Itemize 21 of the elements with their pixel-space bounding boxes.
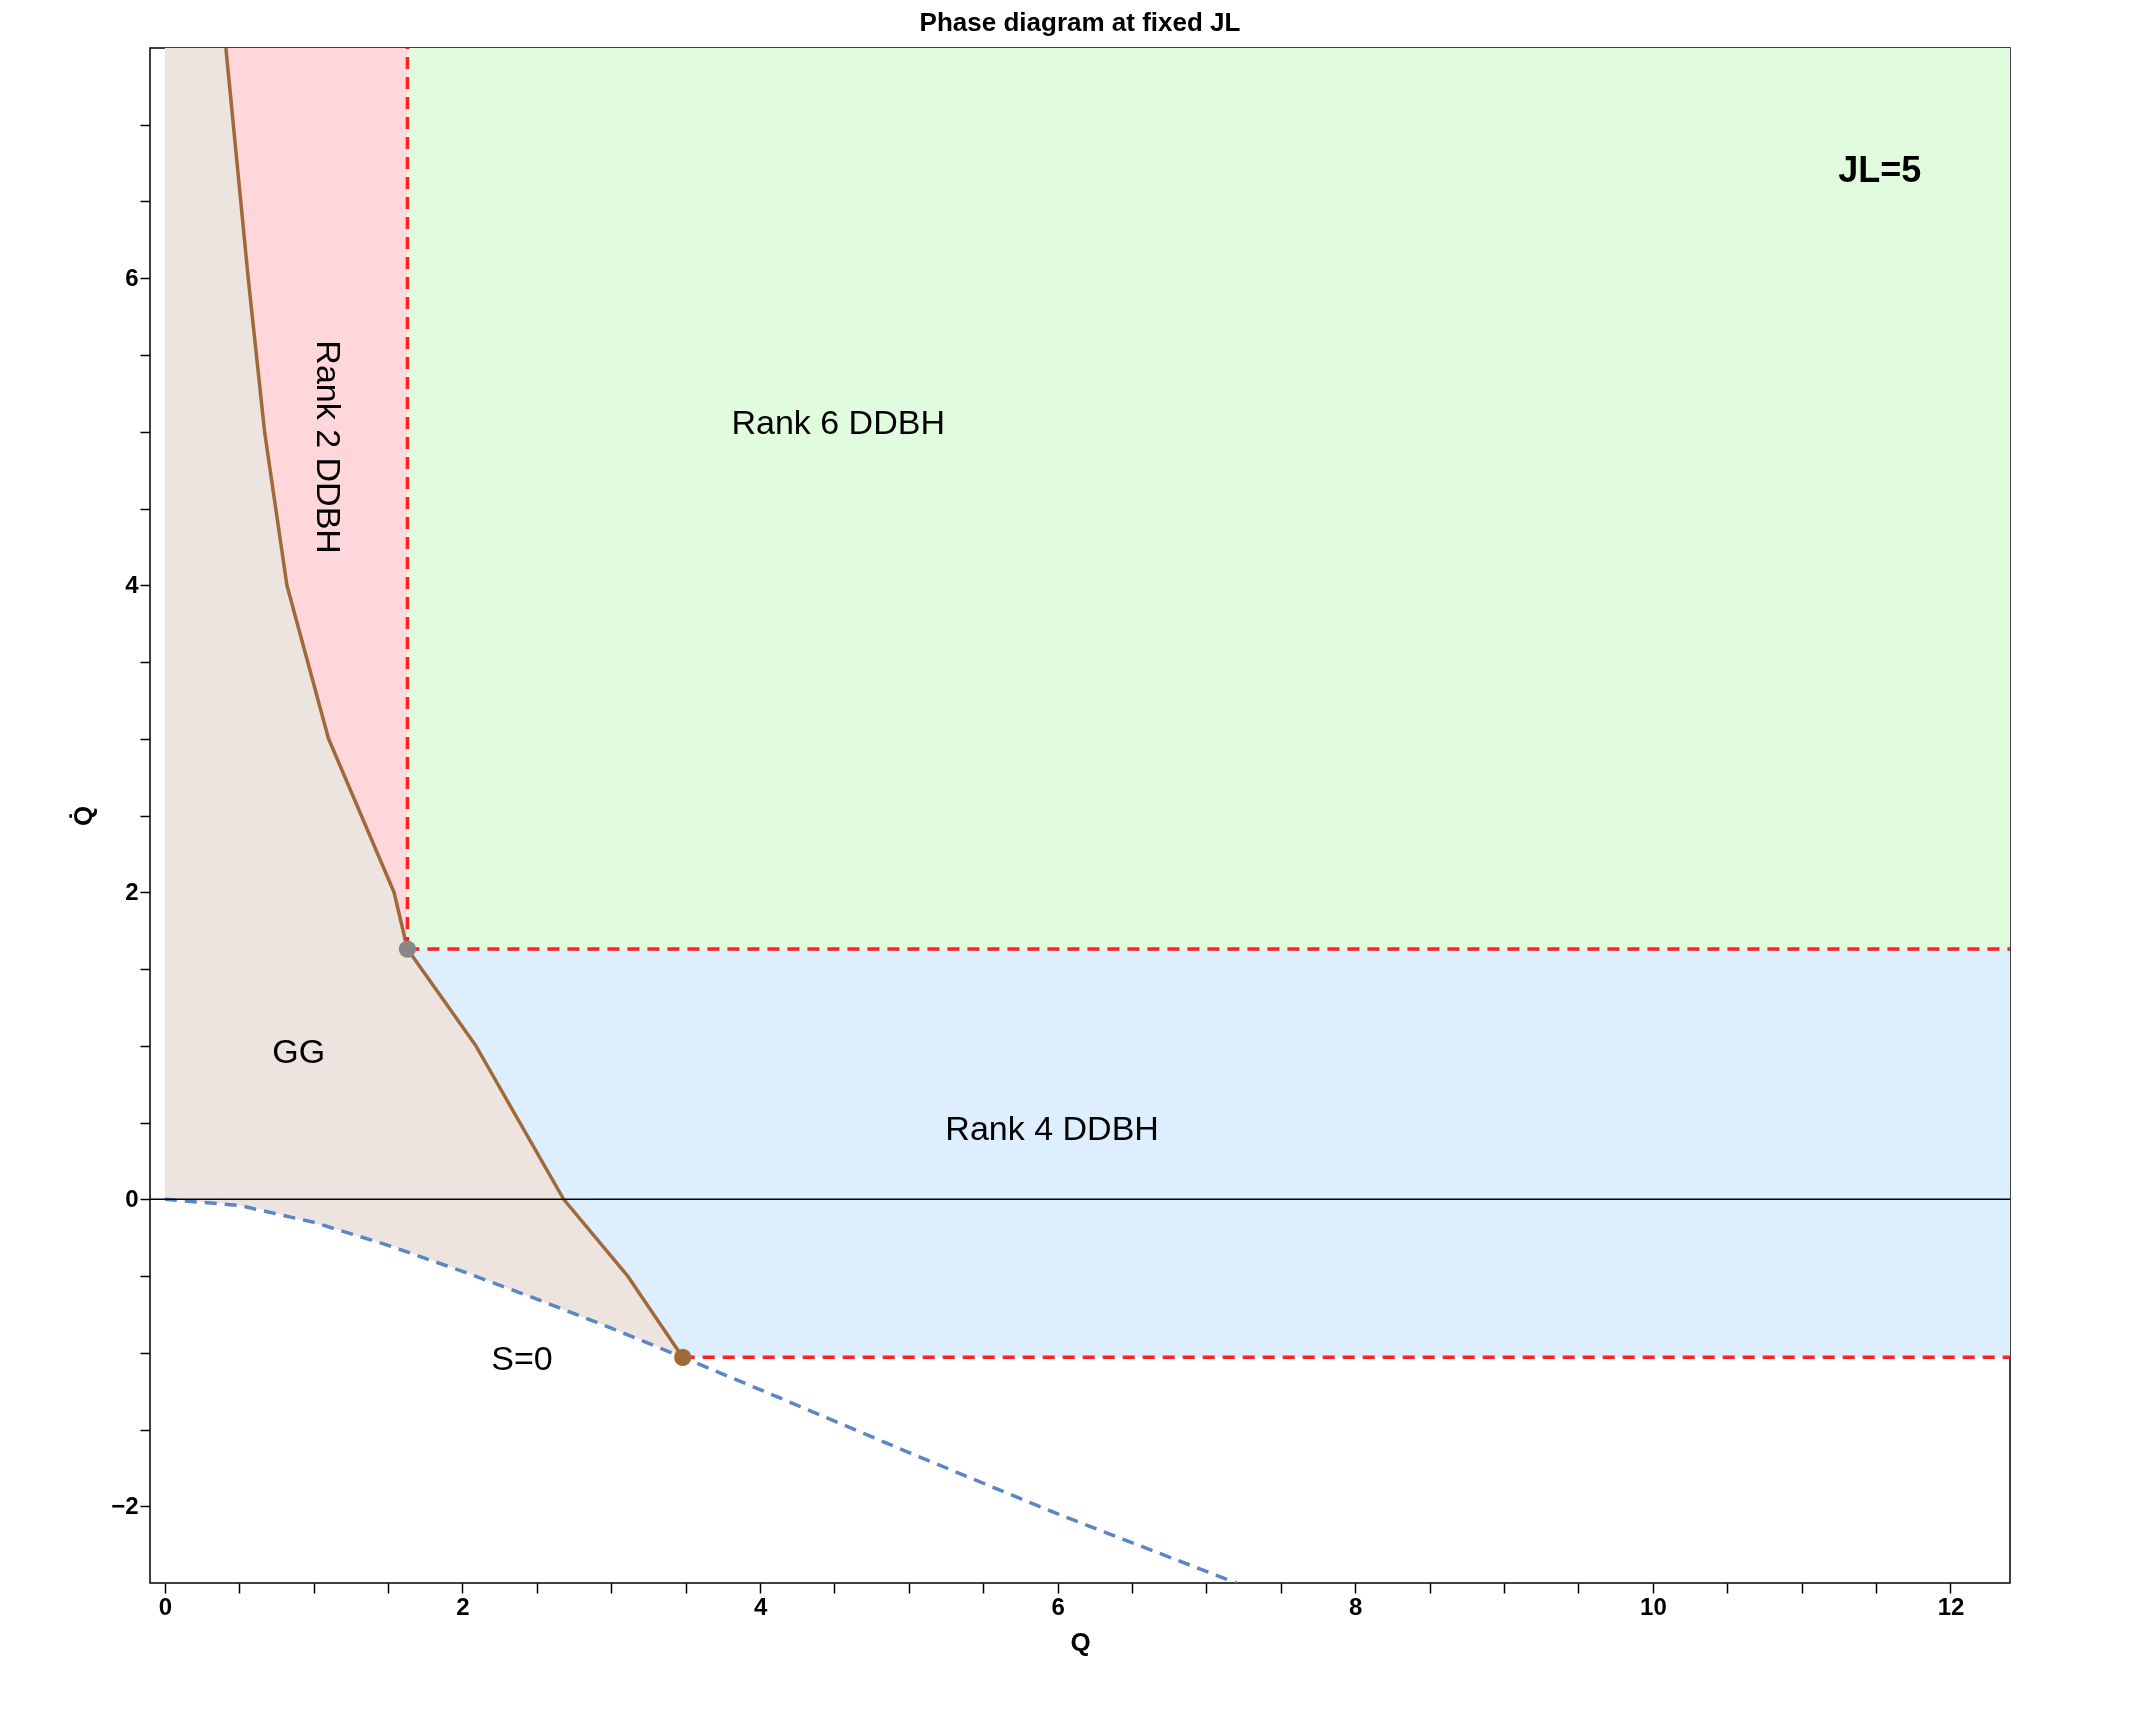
y-tick-label: −2: [111, 1491, 139, 1519]
chart-title: Phase diagram at fixed JL: [919, 7, 1241, 37]
y-tick-label: 4: [125, 570, 140, 598]
annotation: S=0: [491, 1339, 553, 1378]
annotation: Rank 2 DDBH: [309, 340, 348, 554]
x-tick-label: 0: [158, 1592, 173, 1620]
y-axis-title: Q̇: [68, 805, 99, 827]
y-tick-label: 2: [125, 877, 139, 905]
x-tick-label: 4: [753, 1592, 768, 1620]
annotation: JL=5: [1838, 148, 1922, 190]
x-tick-label: 2: [456, 1592, 470, 1620]
y-tick-label: 6: [125, 263, 139, 291]
x-axis-title: Q: [1070, 1626, 1091, 1657]
x-tick-label: 6: [1051, 1592, 1065, 1620]
annotation: Rank 4 DDBH: [945, 1109, 1159, 1148]
x-tick-label: 12: [1937, 1592, 1965, 1620]
annotation: GG: [272, 1032, 326, 1071]
x-tick-label: 10: [1640, 1592, 1667, 1620]
annotation: Rank 6 DDBH: [731, 403, 945, 442]
y-tick-label: 0: [125, 1184, 139, 1212]
x-tick-label: 8: [1349, 1592, 1363, 1620]
